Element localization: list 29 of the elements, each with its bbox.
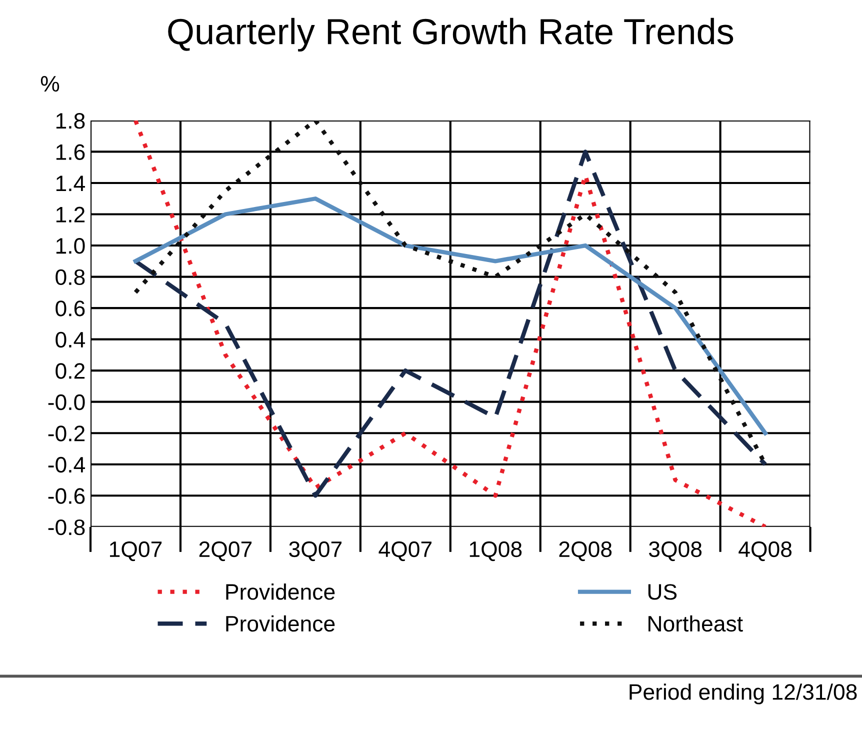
x-tick-label: 3Q07 [289,541,342,562]
y-tick-label: 1.0 [56,238,85,254]
text: Period ending 12/31/08 [630,684,857,704]
x-tick-label: 3Q08 [648,541,702,562]
x-tick-label: 4Q08 [738,541,792,562]
y-tick-label: 0.2 [56,363,85,379]
y-tick-label: 0.6 [56,300,85,316]
y-tick-label: 1.4 [56,176,85,192]
x-tick-label: 1Q08 [470,541,522,562]
x-tick-label: 1Q07 [110,541,162,562]
y-tick-label: 1.8 [56,112,85,129]
chart-title: Quarterly Rent Growth Rate Trends [168,18,734,52]
x-tick-label: 2Q07 [199,541,252,562]
y-tick-label: -0.0 [48,394,85,410]
y-tick-label: -0.4 [48,456,85,473]
y-tick-label: -0.8 [48,519,85,536]
legend-label: Providence [226,583,335,600]
y-tick-label: 0.4 [56,332,85,348]
legend-label: Providence [226,615,335,632]
legend-label: US [648,584,677,600]
x-tick-label: 4Q07 [378,541,432,562]
y-tick-label: -0.6 [48,488,85,504]
y-tick-label: 1.6 [56,144,85,160]
y-axis-title: % [40,76,60,92]
legend-label: Northeast [648,615,743,632]
y-tick-label: -0.2 [48,426,85,442]
x-tick-label: 2Q08 [559,541,612,562]
y-tick-label: 0.8 [56,269,85,286]
y-tick-label: 1.2 [56,206,85,222]
